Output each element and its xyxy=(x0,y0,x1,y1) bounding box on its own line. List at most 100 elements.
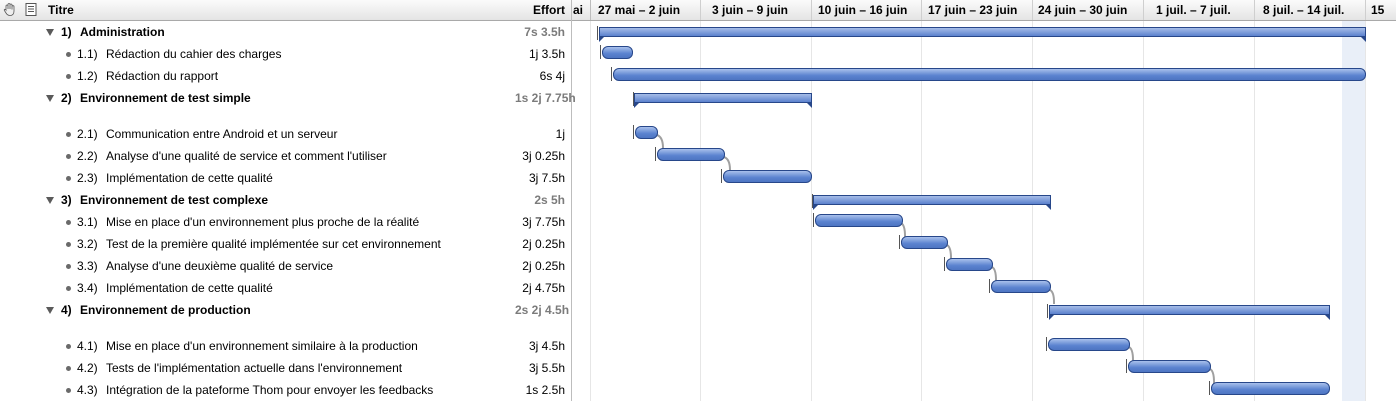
task-title[interactable]: Communication entre Android et un serveu… xyxy=(106,127,338,141)
week-label: 27 mai – 2 juin xyxy=(598,3,681,17)
task-bar[interactable] xyxy=(815,214,903,227)
grid-line xyxy=(921,21,922,401)
task-title[interactable]: Implémentation de cette qualité xyxy=(106,281,273,295)
task-effort[interactable]: 2s 2j 4.5h xyxy=(515,303,570,317)
week-divider xyxy=(700,0,701,20)
disclosure-triangle-icon[interactable] xyxy=(46,197,54,204)
task-effort[interactable]: 2j 4.75h xyxy=(522,281,565,295)
bullet-icon xyxy=(66,132,71,137)
task-row-group-2[interactable]: 2) Environnement de test simple 1s 2j 7.… xyxy=(0,90,576,122)
task-effort[interactable]: 3j 0.25h xyxy=(522,149,565,163)
task-bar[interactable] xyxy=(723,170,812,183)
task-start-mark xyxy=(600,45,601,59)
task-effort[interactable]: 6s 4j xyxy=(539,69,565,83)
task-effort[interactable]: 7s 3.5h xyxy=(524,25,565,39)
task-effort[interactable]: 1s 2.5h xyxy=(525,383,565,397)
disclosure-triangle-icon[interactable] xyxy=(46,307,54,314)
group-start-mark xyxy=(633,92,634,106)
bullet-icon xyxy=(66,220,71,225)
task-bar[interactable] xyxy=(901,236,948,249)
task-bar[interactable] xyxy=(657,148,725,161)
task-effort[interactable]: 3j 5.5h xyxy=(528,361,565,375)
hand-icon[interactable] xyxy=(3,3,16,16)
task-effort[interactable]: 3j 4.5h xyxy=(528,339,565,353)
week-label: 1 juil. – 7 juil. xyxy=(1156,3,1231,17)
task-row-group-1[interactable]: 1) Administration 7s 3.5h xyxy=(0,24,571,40)
bullet-icon xyxy=(66,154,71,159)
task-row[interactable]: 2.2) Analyse d'une qualité de service et… xyxy=(0,148,571,164)
task-row[interactable]: 4.1) Mise en place d'un environnement si… xyxy=(0,338,571,354)
grid-line xyxy=(811,21,812,401)
group-bar[interactable] xyxy=(599,27,1366,42)
task-bar[interactable] xyxy=(991,280,1051,293)
task-title[interactable]: Environnement de production xyxy=(80,303,251,317)
grid-line xyxy=(1254,21,1255,401)
task-title[interactable]: Analyse d'une deuxième qualité de servic… xyxy=(106,259,334,273)
task-row[interactable]: 2.3) Implémentation de cette qualité 3j … xyxy=(0,170,571,186)
task-bar[interactable] xyxy=(1128,360,1211,373)
task-row[interactable]: 3.2) Test de la première qualité impléme… xyxy=(0,236,571,252)
bullet-icon xyxy=(66,74,71,79)
task-start-mark xyxy=(1209,381,1210,395)
task-start-mark xyxy=(1046,337,1047,351)
task-row[interactable]: 3.3) Analyse d'une deuxième qualité de s… xyxy=(0,258,571,274)
task-start-mark xyxy=(1126,359,1127,373)
task-effort[interactable]: 1j 3.5h xyxy=(528,47,565,61)
task-title[interactable]: Administration xyxy=(80,25,165,39)
task-effort[interactable]: 3j 7.5h xyxy=(528,171,565,185)
task-title[interactable]: Analyse d'une qualité de service et comm… xyxy=(106,149,387,163)
task-bar[interactable] xyxy=(635,126,658,139)
task-bar[interactable] xyxy=(1211,382,1330,395)
task-start-mark xyxy=(989,279,990,293)
header-bar: Titre Effort ai 27 mai – 2 juin 3 juin –… xyxy=(0,0,1396,21)
task-row[interactable]: 2.1) Communication entre Android et un s… xyxy=(0,126,571,142)
disclosure-triangle-icon[interactable] xyxy=(46,29,54,36)
task-row[interactable]: 1.2) Rédaction du rapport 6s 4j xyxy=(0,68,571,84)
task-title[interactable]: Mise en place d'un environnement similai… xyxy=(106,339,418,353)
task-title[interactable]: Test de la première qualité implémentée … xyxy=(106,237,441,251)
task-effort[interactable]: 3j 7.75h xyxy=(522,215,565,229)
task-title[interactable]: Implémentation de cette qualité xyxy=(106,171,273,185)
task-title[interactable]: Tests de l'implémentation actuelle dans … xyxy=(106,361,403,375)
title-column-header[interactable]: Titre xyxy=(48,3,74,17)
task-bar[interactable] xyxy=(1048,338,1130,351)
task-number: 3.3) xyxy=(77,259,98,273)
task-bar[interactable] xyxy=(613,68,1366,81)
task-number: 3.4) xyxy=(77,281,98,295)
task-bar[interactable] xyxy=(602,46,633,59)
group-bar[interactable] xyxy=(1049,305,1330,320)
task-title[interactable]: Rédaction du cahier des charges xyxy=(106,47,282,61)
task-row-group-3[interactable]: 3) Environnement de test complexe 2s 5h xyxy=(0,192,571,208)
task-title[interactable]: Rédaction du rapport xyxy=(106,69,219,83)
task-row[interactable]: 4.2) Tests de l'implémentation actuelle … xyxy=(0,360,571,376)
task-row[interactable]: 3.1) Mise en place d'un environnement pl… xyxy=(0,214,571,230)
task-effort[interactable]: 2s 5h xyxy=(534,193,565,207)
task-row[interactable]: 4.3) Intégration de la pateforme Thom po… xyxy=(0,382,571,398)
task-start-mark xyxy=(611,67,612,81)
group-bar[interactable] xyxy=(634,93,812,108)
task-title[interactable]: Environnement de test complexe xyxy=(80,193,269,207)
task-row[interactable]: 1.1) Rédaction du cahier des charges 1j … xyxy=(0,46,571,62)
dependency-arrow xyxy=(946,244,952,260)
effort-column-header[interactable]: Effort xyxy=(533,3,565,17)
task-effort[interactable]: 1s 2j 7.75h xyxy=(515,91,576,105)
task-effort[interactable]: 2j 0.25h xyxy=(522,259,565,273)
task-row-group-4[interactable]: 4) Environnement de production 2s 2j 4.5… xyxy=(0,302,571,334)
week-divider xyxy=(1254,0,1255,20)
task-row[interactable]: 3.4) Implémentation de cette qualité 2j … xyxy=(0,280,571,296)
group-bar[interactable] xyxy=(813,195,1051,210)
task-effort[interactable]: 1j xyxy=(555,127,565,141)
grid-line xyxy=(700,21,701,401)
task-number: 3.2) xyxy=(77,237,98,251)
task-bar[interactable] xyxy=(946,258,993,271)
grid-line xyxy=(1032,21,1033,401)
task-title[interactable]: Environnement de test simple xyxy=(80,91,251,105)
note-icon[interactable] xyxy=(25,3,37,16)
task-effort[interactable]: 2j 0.25h xyxy=(522,237,565,251)
task-title[interactable]: Mise en place d'un environnement plus pr… xyxy=(106,215,420,229)
task-number: 2) xyxy=(61,91,72,105)
task-title[interactable]: Intégration de la pateforme Thom pour en… xyxy=(106,383,434,397)
group-start-mark xyxy=(812,194,813,208)
disclosure-triangle-icon[interactable] xyxy=(46,95,54,102)
grid-line xyxy=(1143,21,1144,401)
